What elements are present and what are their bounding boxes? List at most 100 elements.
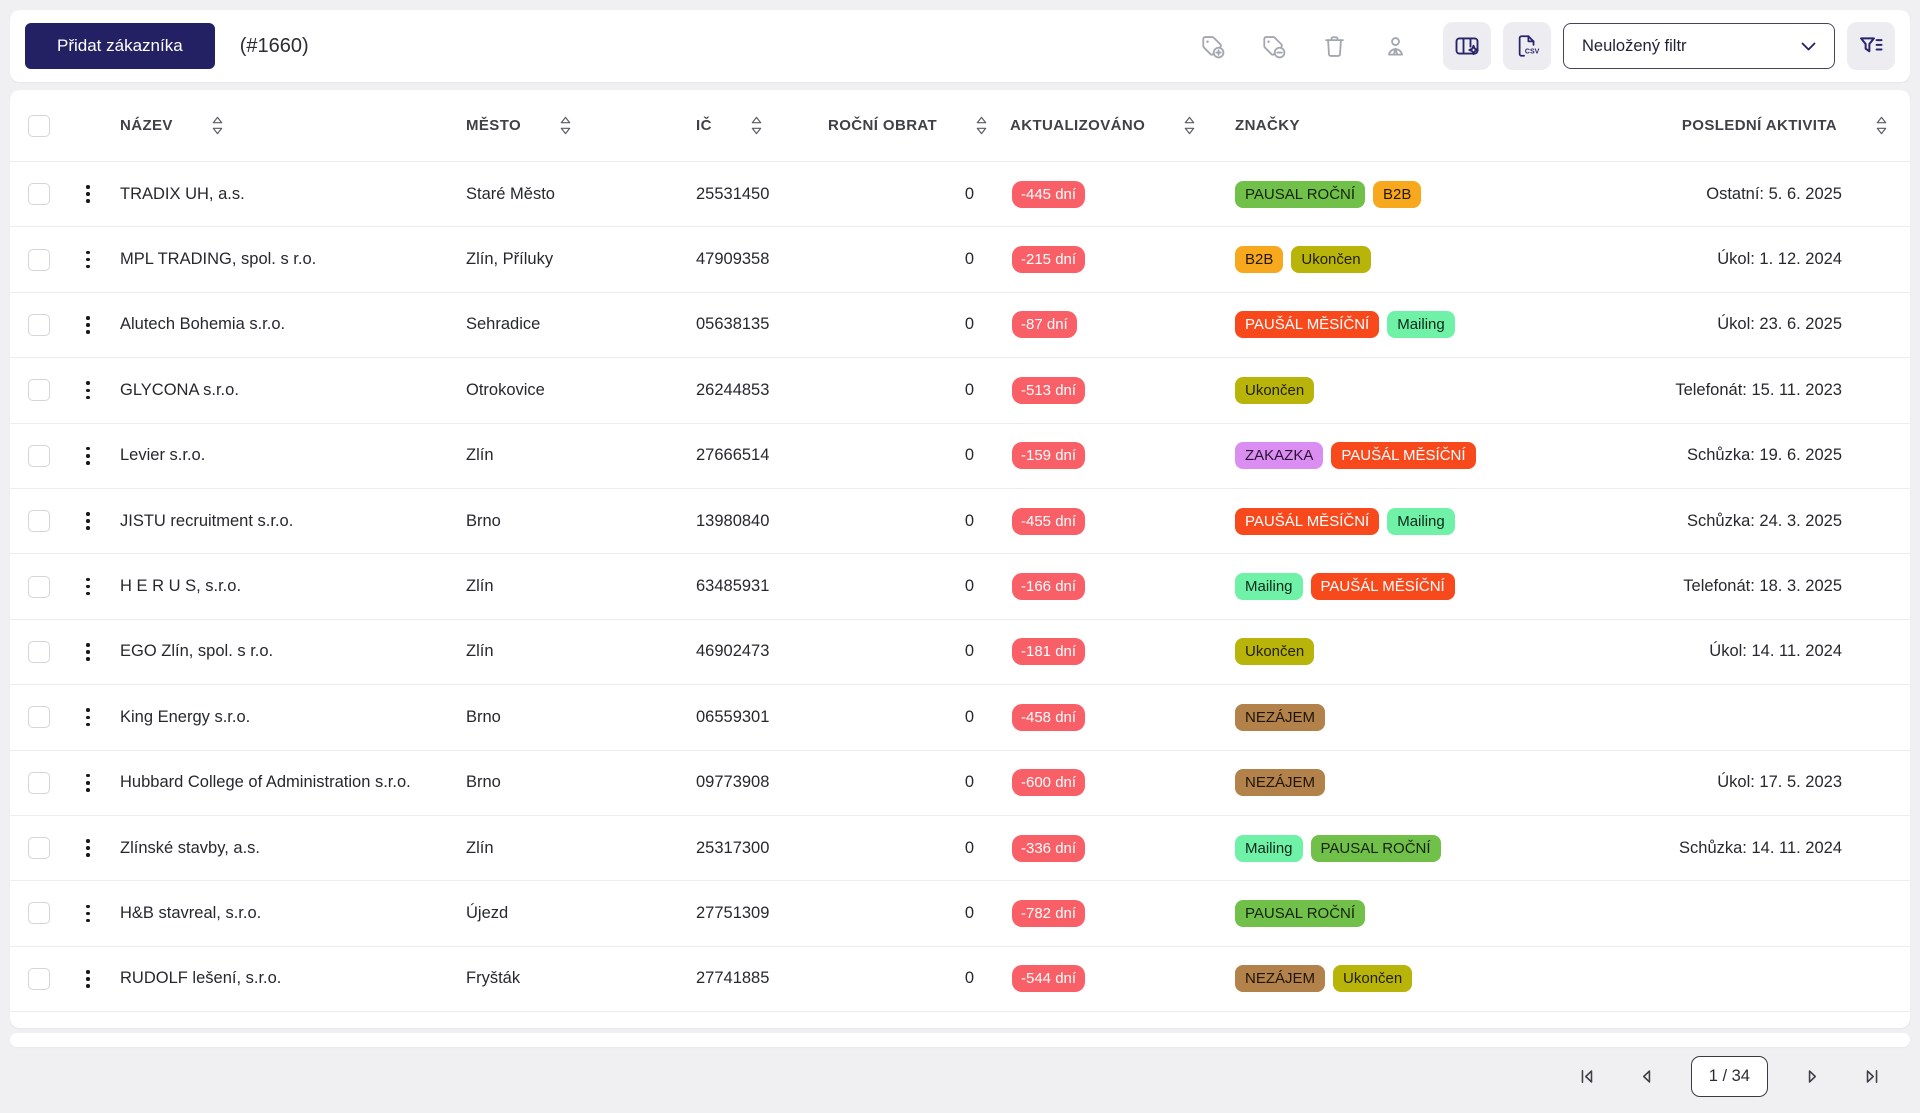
sort-icon — [751, 116, 762, 135]
tag-badge: Mailing — [1235, 573, 1303, 601]
tags-cell: Ukončen — [1210, 376, 1612, 404]
tag-badge: Ukončen — [1291, 246, 1371, 274]
customer-ic: 27751309 — [696, 903, 770, 922]
row-checkbox[interactable] — [28, 706, 50, 729]
row-menu-button[interactable] — [80, 639, 96, 665]
select-all-checkbox[interactable] — [28, 114, 50, 137]
row-menu-button[interactable] — [80, 181, 96, 207]
tag-badge: Mailing — [1235, 834, 1303, 862]
column-header-nazev[interactable]: NÁZEV — [114, 115, 466, 136]
tag-add-icon[interactable] — [1199, 33, 1226, 60]
tags-cell: Ukončen — [1210, 638, 1612, 666]
tag-badge: B2B — [1373, 180, 1422, 208]
updated-days-badge: -782 dní — [1012, 899, 1086, 927]
row-checkbox[interactable] — [28, 967, 50, 990]
export-csv-icon[interactable]: CSV — [1503, 22, 1551, 70]
row-checkbox[interactable] — [28, 902, 50, 925]
customer-city: Brno — [466, 707, 501, 726]
tag-badge: Ukončen — [1235, 376, 1315, 404]
table-row[interactable]: RUDOLF lešení, s.r.o. Fryšták 27741885 0 -54… — [10, 947, 1910, 1013]
column-header-aktualizovano[interactable]: AKTUALIZOVÁNO — [976, 115, 1210, 136]
last-activity: Úkol: 17. 5. 2023 — [1717, 773, 1842, 792]
filter-icon[interactable] — [1847, 22, 1895, 70]
tag-badge: Ukončen — [1235, 638, 1315, 666]
table-row[interactable]: JISTU recruitment s.r.o. Brno 13980840 0 -45… — [10, 489, 1910, 555]
row-checkbox[interactable] — [28, 183, 50, 206]
sort-icon — [1184, 116, 1195, 135]
user-icon[interactable] — [1382, 33, 1409, 60]
row-menu-button[interactable] — [80, 770, 96, 796]
row-checkbox[interactable] — [28, 444, 50, 467]
table-row[interactable]: Zlínské stavby, a.s. Zlín 25317300 0 -336 dn… — [10, 816, 1910, 882]
next-page-button[interactable] — [1798, 1062, 1827, 1091]
row-checkbox[interactable] — [28, 837, 50, 860]
page-indicator[interactable]: 1 / 34 — [1690, 1056, 1768, 1097]
customer-ic: 05638135 — [696, 315, 770, 334]
updated-days-badge: -159 dní — [1012, 442, 1086, 470]
row-checkbox[interactable] — [28, 248, 50, 271]
updated-days-badge: -215 dní — [1012, 246, 1086, 274]
row-menu-button[interactable] — [80, 312, 96, 338]
table-row[interactable]: MPL TRADING, spol. s r.o. Zlín, Příluky 47… — [10, 227, 1910, 293]
previous-page-button[interactable] — [1632, 1062, 1661, 1091]
tag-badge: PAUSAL ROČNÍ — [1235, 180, 1366, 208]
customer-name: RUDOLF lešení, s.r.o. — [120, 969, 282, 988]
column-header-posledni-aktivita[interactable]: POSLEDNÍ AKTIVITA — [1612, 115, 1910, 136]
first-page-button[interactable] — [1573, 1062, 1602, 1091]
table-row[interactable]: Hubbard College of Administration s.r.o.… — [10, 751, 1910, 816]
last-page-button[interactable] — [1857, 1062, 1886, 1091]
row-menu-button[interactable] — [80, 508, 96, 534]
tag-badge: PAUŠÁL MĚSÍČNÍ — [1235, 507, 1380, 535]
row-menu-button[interactable] — [80, 247, 96, 273]
row-menu-button[interactable] — [80, 377, 96, 403]
table-row[interactable]: TRADIX UH, a.s. Staré Město 25531450 0 -445 … — [10, 162, 1910, 228]
customer-name: GLYCONA s.r.o. — [120, 380, 239, 399]
tags-cell: NEZÁJEM — [1210, 769, 1612, 797]
tags-cell: NEZÁJEM Ukončen — [1210, 965, 1612, 993]
table-row[interactable]: H E R U S, s.r.o. Zlín 63485931 0 -166 dní Ma… — [10, 554, 1910, 620]
saved-filter-select[interactable]: Neuložený filtr — [1563, 23, 1835, 69]
table-row[interactable]: GLYCONA s.r.o. Otrokovice 26244853 0 -513 dn… — [10, 358, 1910, 424]
row-menu-button[interactable] — [80, 443, 96, 469]
horizontal-scrollbar[interactable] — [10, 1033, 1910, 1047]
sort-icon — [560, 116, 571, 135]
row-checkbox[interactable] — [28, 379, 50, 402]
sort-icon — [976, 116, 987, 135]
row-menu-button[interactable] — [80, 835, 96, 861]
row-menu-button[interactable] — [80, 704, 96, 730]
row-checkbox[interactable] — [28, 510, 50, 533]
customer-city: Újezd — [466, 903, 509, 922]
column-header-rocni-obrat[interactable]: ROČNÍ OBRAT — [828, 115, 987, 136]
tags-cell: Mailing PAUSAL ROČNÍ — [1210, 834, 1612, 862]
row-checkbox[interactable] — [28, 575, 50, 598]
column-header-ic[interactable]: IČ — [696, 115, 828, 136]
trash-icon[interactable] — [1321, 33, 1348, 60]
customer-name: Levier s.r.o. — [120, 446, 206, 465]
last-activity: Úkol: 1. 12. 2024 — [1717, 250, 1842, 269]
tags-cell: PAUSAL ROČNÍ — [1210, 899, 1612, 927]
add-customer-button[interactable]: Přidat zákazníka — [25, 23, 215, 69]
annual-turnover: 0 — [964, 642, 974, 661]
row-checkbox[interactable] — [28, 640, 50, 663]
tags-cell: PAUŠÁL MĚSÍČNÍ Mailing — [1210, 311, 1612, 339]
updated-days-badge: -600 dní — [1012, 769, 1086, 797]
row-checkbox[interactable] — [28, 313, 50, 336]
table-row[interactable]: Alutech Bohemia s.r.o. Sehradice 05638135 0… — [10, 293, 1910, 359]
tag-remove-icon[interactable] — [1260, 33, 1287, 60]
row-menu-button[interactable] — [80, 901, 96, 927]
table-row[interactable]: H&B stavreal, s.r.o. Újezd 27751309 0 -782 d… — [10, 881, 1910, 947]
tags-cell: PAUSAL ROČNÍ B2B — [1210, 180, 1612, 208]
tag-badge: PAUSAL ROČNÍ — [1235, 899, 1366, 927]
customer-ic: 47909358 — [696, 250, 770, 269]
updated-days-badge: -544 dní — [1012, 965, 1086, 993]
tag-badge: Mailing — [1387, 311, 1455, 339]
table-row[interactable]: King Energy s.r.o. Brno 06559301 0 -458 dní N… — [10, 685, 1910, 751]
columns-settings-icon[interactable] — [1443, 22, 1491, 70]
table-row[interactable]: EGO Zlín, spol. s r.o. Zlín 46902473 0 -181 … — [10, 620, 1910, 686]
table-row[interactable]: Levier s.r.o. Zlín 27666514 0 -159 dní ZAKAZK… — [10, 424, 1910, 489]
row-menu-button[interactable] — [80, 966, 96, 992]
column-header-mesto[interactable]: MĚSTO — [466, 115, 696, 136]
row-checkbox[interactable] — [28, 771, 50, 794]
customer-ic: 26244853 — [696, 380, 770, 399]
row-menu-button[interactable] — [80, 574, 96, 600]
